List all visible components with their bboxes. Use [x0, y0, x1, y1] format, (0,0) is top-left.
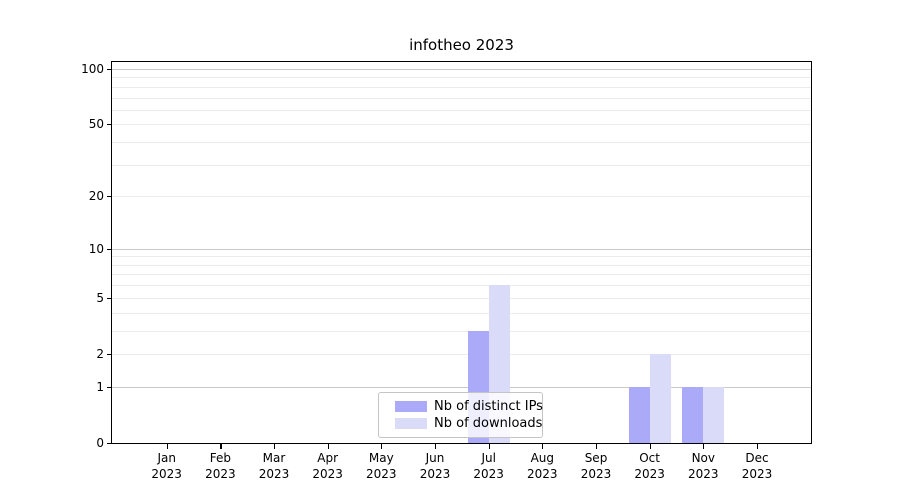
y-tick-mark — [107, 196, 112, 198]
gridline-minor — [112, 274, 811, 276]
gridline-major — [112, 386, 811, 388]
x-tick-label-may: May 2023 — [351, 450, 411, 482]
x-tick-mark — [327, 444, 329, 449]
x-tick-year: 2023 — [473, 467, 504, 481]
bar-oct-downloads — [649, 354, 671, 443]
x-tick-mark — [488, 444, 490, 449]
y-tick-label: 20 — [88, 189, 104, 204]
y-tick-label: 1 — [96, 379, 104, 394]
legend-swatch-distinct-ips-icon — [395, 401, 427, 412]
x-tick-year: 2023 — [312, 467, 343, 481]
y-tick-label: 50 — [88, 117, 104, 132]
x-tick-label-mar: Mar 2023 — [244, 450, 304, 482]
plot-area — [111, 61, 812, 444]
x-tick-mark — [596, 444, 598, 449]
y-tick-mark — [107, 68, 112, 71]
gridline-minor — [112, 97, 811, 99]
bar-oct-distinct-ips — [628, 386, 650, 443]
x-tick-year: 2023 — [151, 467, 182, 481]
x-tick-label-aug: Aug 2023 — [512, 450, 572, 482]
legend-item-downloads: Nb of downloads — [395, 416, 542, 431]
gridline-minor — [112, 354, 811, 355]
x-tick-mark — [542, 444, 544, 449]
legend-item-distinct-ips: Nb of distinct IPs — [395, 399, 543, 414]
x-tick-month: Nov — [691, 451, 715, 465]
gridline-major — [112, 248, 811, 250]
gridline-major — [112, 68, 811, 70]
y-tick-mark — [107, 248, 112, 250]
x-tick-mark — [435, 444, 437, 449]
y-tick-mark — [107, 354, 112, 356]
x-tick-label-feb: Feb 2023 — [190, 450, 250, 482]
x-tick-month: May — [368, 451, 394, 465]
x-tick-year: 2023 — [527, 467, 558, 481]
x-tick-year: 2023 — [688, 467, 719, 481]
x-tick-mark — [274, 444, 276, 449]
y-tick-label: 2 — [96, 347, 104, 361]
gridline-minor — [112, 330, 811, 332]
gridline-minor — [112, 77, 811, 79]
gridline-minor — [112, 124, 811, 126]
y-tick-mark — [107, 124, 112, 126]
x-tick-month: Dec — [745, 451, 769, 465]
gridline-minor — [112, 285, 811, 287]
x-tick-year: 2023 — [366, 467, 397, 481]
bar-nov-distinct-ips — [682, 386, 704, 443]
x-tick-label-nov: Nov 2023 — [673, 450, 733, 482]
gridline-minor — [112, 142, 811, 143]
y-tick-label: 0 — [96, 436, 104, 450]
legend: Nb of distinct IPs Nb of downloads — [378, 392, 543, 438]
gridline-minor — [112, 109, 811, 111]
x-tick-label-jun: Jun 2023 — [405, 450, 465, 482]
x-tick-label-sep: Sep 2023 — [566, 450, 626, 482]
gridline-minor — [112, 312, 811, 314]
y-tick-mark — [107, 443, 112, 445]
y-tick-mark — [107, 386, 112, 388]
x-tick-label-apr: Apr 2023 — [298, 450, 358, 482]
x-tick-month: Mar — [262, 451, 286, 465]
x-tick-year: 2023 — [258, 467, 290, 481]
x-tick-mark — [381, 444, 383, 449]
y-tick-label: 100 — [81, 61, 104, 76]
x-tick-month: Aug — [530, 451, 555, 465]
x-tick-month: Jan — [157, 451, 176, 465]
y-tick-label: 5 — [96, 290, 104, 305]
bar-nov-downloads — [703, 386, 725, 443]
x-tick-year: 2023 — [741, 467, 773, 481]
legend-label-downloads: Nb of downloads — [434, 416, 543, 431]
x-tick-mark — [220, 444, 222, 449]
y-tick-mark — [107, 297, 112, 299]
x-tick-month: Feb — [209, 451, 232, 465]
x-tick-mark — [166, 444, 168, 449]
gridline-minor — [112, 264, 811, 266]
x-tick-mark — [649, 444, 651, 449]
x-tick-month: Apr — [317, 451, 339, 465]
gridline-minor — [112, 297, 811, 299]
y-tick-label: 10 — [88, 241, 104, 256]
x-tick-mark — [757, 444, 759, 449]
x-tick-label-jul: Jul 2023 — [459, 450, 519, 482]
x-tick-month: Oct — [639, 451, 660, 465]
x-tick-year: 2023 — [634, 467, 665, 481]
chart-title: infotheo 2023 — [409, 36, 514, 54]
x-tick-year: 2023 — [580, 467, 612, 481]
x-tick-label-jan: Jan 2023 — [137, 450, 197, 482]
gridline-minor — [112, 86, 811, 88]
x-tick-year: 2023 — [419, 467, 451, 481]
gridline-minor — [112, 164, 811, 166]
gridline-minor — [112, 196, 811, 198]
x-tick-month: Jul — [481, 451, 496, 465]
legend-label-distinct-ips: Nb of distinct IPs — [434, 399, 543, 414]
x-tick-month: Sep — [584, 451, 608, 465]
gridline-minor — [112, 256, 811, 258]
x-tick-label-oct: Oct 2023 — [620, 450, 680, 482]
legend-swatch-downloads-icon — [395, 418, 427, 429]
x-tick-label-dec: Dec 2023 — [727, 450, 787, 482]
x-tick-year: 2023 — [205, 467, 236, 481]
x-tick-month: Jun — [425, 451, 445, 465]
x-tick-mark — [703, 444, 705, 449]
